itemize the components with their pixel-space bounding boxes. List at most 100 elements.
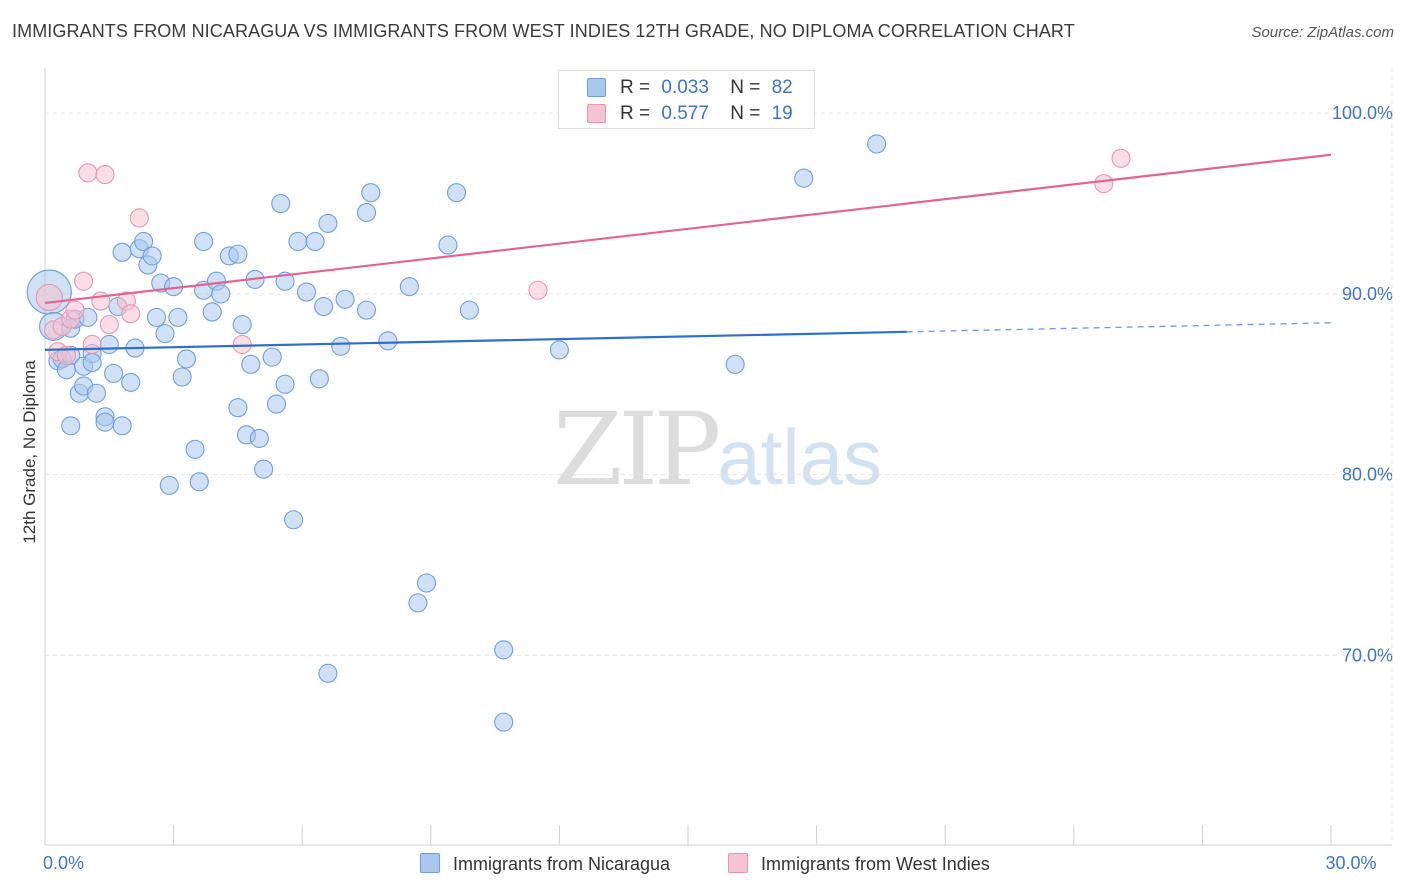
nicaragua-point (361, 183, 381, 203)
nicaragua-point (61, 416, 81, 436)
legend-n-label: N = (730, 77, 761, 98)
nicaragua-point (159, 475, 179, 495)
watermark-atlas: atlas (717, 413, 883, 501)
y-tick-label: 80.0% (1342, 465, 1393, 485)
nicaragua-point (112, 242, 132, 262)
chart-title: IMMIGRANTS FROM NICARAGUA VS IMMIGRANTS … (12, 21, 1075, 41)
legend-r-label: R = (620, 77, 651, 98)
nicaragua-point (262, 347, 282, 367)
nicaragua-point (296, 282, 317, 302)
nicaragua-point (309, 369, 329, 389)
nicaragua-point (249, 428, 269, 448)
nicaragua-point (112, 416, 132, 436)
nicaragua-point (185, 439, 205, 459)
nicaragua-point (318, 213, 338, 233)
west-indies-trend-line (44, 153, 1332, 304)
legend-swatch-pink (587, 104, 606, 123)
west-indies-point (1111, 148, 1131, 168)
nicaragua-point (172, 367, 192, 387)
nicaragua-point (867, 134, 887, 154)
nicaragua-point (228, 244, 248, 264)
nicaragua-point (146, 307, 167, 327)
source-label: Source: ZipAtlas.com (1251, 24, 1394, 41)
nicaragua-point (241, 354, 261, 374)
nicaragua-point (378, 331, 398, 351)
nicaragua-point (254, 459, 274, 479)
y-tick-label: 70.0% (1342, 645, 1393, 665)
nicaragua-point (228, 398, 248, 418)
watermark: ZIPatlas (553, 400, 882, 507)
nicaragua-trend-extension (906, 322, 1332, 333)
legend-n-value: 19 (771, 103, 793, 124)
nicaragua-trend-line (44, 330, 907, 351)
bottom-legend-swatch-blue (420, 853, 440, 873)
nicaragua-point (189, 472, 209, 492)
west-indies-point (99, 315, 119, 335)
nicaragua-point (549, 340, 569, 360)
west-indies-point (35, 283, 63, 312)
legend-n-label: N = (730, 103, 761, 124)
nicaragua-point (438, 235, 458, 255)
west-indies-point (1094, 174, 1114, 194)
nicaragua-point (99, 334, 119, 355)
west-indies-point (78, 163, 98, 183)
nicaragua-point (331, 336, 351, 356)
nicaragua-point (211, 284, 231, 304)
nicaragua-point (232, 315, 252, 335)
bottom-legend-label: Immigrants from West Indies (761, 854, 990, 874)
nicaragua-point (416, 573, 437, 593)
nicaragua-point (142, 246, 162, 266)
nicaragua-point (794, 168, 814, 188)
y-axis-label: 12th Grade, No Diploma (20, 360, 39, 544)
west-indies-point (528, 280, 548, 300)
legend-r-label: R = (620, 103, 651, 124)
nicaragua-point (275, 374, 295, 394)
nicaragua-point (86, 383, 106, 403)
nicaragua-point (494, 712, 514, 732)
legend-swatch-blue (587, 78, 606, 97)
nicaragua-point (95, 412, 115, 432)
nicaragua-point (305, 231, 325, 252)
west-indies-point (74, 271, 94, 291)
nicaragua-point (494, 640, 514, 660)
nicaragua-point (121, 372, 141, 392)
nicaragua-point (202, 302, 222, 322)
nicaragua-point (356, 203, 377, 223)
west-indies-point (56, 345, 76, 365)
nicaragua-point (725, 354, 745, 374)
west-indies-point (232, 334, 252, 355)
bottom-legend-swatch-pink (728, 853, 748, 873)
legend-r-value: 0.033 (661, 77, 709, 98)
nicaragua-point (168, 307, 188, 327)
watermark-zip: ZIP (553, 391, 721, 508)
y-tick-label: 100.0% (1332, 103, 1393, 123)
bottom-legend-label: Immigrants from Nicaragua (453, 854, 671, 874)
nicaragua-point (408, 593, 428, 613)
nicaragua-point (288, 231, 308, 252)
west-indies-point (82, 334, 102, 355)
west-indies-point (129, 208, 149, 228)
west-indies-point (65, 300, 85, 320)
nicaragua-point (446, 183, 467, 203)
nicaragua-point (104, 363, 124, 383)
legend-r-value: 0.577 (661, 103, 709, 124)
west-indies-point (121, 304, 141, 324)
nicaragua-point (399, 277, 419, 297)
nicaragua-point (134, 231, 154, 252)
nicaragua-point (176, 349, 197, 369)
nicaragua-point (155, 324, 175, 344)
legend-n-value: 82 (771, 77, 793, 98)
west-indies-point (95, 165, 115, 185)
y-tick-label: 90.0% (1342, 284, 1393, 304)
stats-legend: R = 0.033 N = 82 R = 0.577 N = 19 (558, 70, 815, 129)
nicaragua-point (356, 300, 377, 320)
nicaragua-point (318, 663, 338, 683)
x-tick-label: 0.0% (43, 853, 84, 873)
nicaragua-point (284, 510, 304, 530)
nicaragua-point (271, 193, 291, 214)
nicaragua-point (335, 289, 355, 309)
nicaragua-point (314, 296, 334, 317)
nicaragua-point (194, 231, 214, 252)
nicaragua-point (459, 300, 479, 320)
